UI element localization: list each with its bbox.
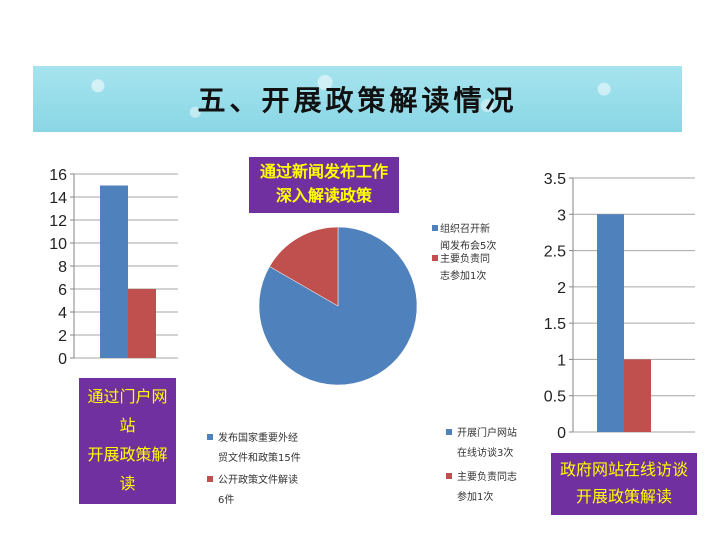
caption-line: 通过门户网 [87, 387, 168, 406]
page-title: 五、开展政策解读情况 [197, 84, 518, 117]
legend-label: 闻发布会5次 [440, 239, 496, 252]
bar [100, 185, 128, 358]
y-tick-label: 2.5 [544, 244, 566, 261]
legend-swatch [432, 225, 438, 231]
legend-label: 志参加1次 [440, 269, 486, 282]
y-tick-label: 16 [49, 167, 67, 184]
legend-label: 开展门户网站 [457, 426, 517, 439]
y-tick-label: 3.5 [544, 171, 566, 188]
legend-label: 6件 [218, 494, 234, 506]
y-tick-label: 0 [58, 351, 67, 368]
bar [597, 214, 624, 432]
legend-label: 贸文件和政策15件 [218, 451, 301, 464]
pie-slice [269, 226, 339, 307]
caption-line: 读 [119, 474, 136, 493]
y-tick-label: 3 [557, 207, 566, 224]
caption-line: 站 [119, 416, 136, 435]
caption-line: 通过新闻发布工作 [259, 162, 388, 181]
caption-line: 深入解读政策 [275, 186, 372, 205]
y-tick-label: 8 [58, 259, 67, 276]
y-tick-label: 10 [49, 236, 67, 253]
legend-swatch [207, 434, 213, 440]
y-tick-label: 1 [557, 352, 566, 369]
title-banner: 五、开展政策解读情况 [33, 66, 682, 132]
y-tick-label: 1.5 [544, 316, 566, 333]
legend-label: 主要负责同志 [457, 470, 517, 483]
legend-label: 发布国家重要外经 [218, 431, 298, 444]
y-tick-label: 2 [58, 328, 67, 345]
y-tick-label: 2 [557, 280, 566, 297]
bar [624, 359, 651, 432]
legend-swatch [432, 255, 438, 261]
legend-label: 在线访谈3次 [457, 446, 513, 459]
legend-swatch [446, 429, 452, 435]
legend-label: 公开政策文件解读 [218, 473, 298, 486]
caption-line: 政府网站在线访谈 [559, 460, 688, 479]
legend-label: 组织召开新 [440, 222, 490, 235]
y-tick-label: 0 [557, 425, 566, 442]
legend-swatch [446, 473, 452, 479]
bar-chart-2-caption: 政府网站在线访谈 开展政策解读 [551, 453, 697, 515]
legend-swatch [207, 476, 213, 482]
bar-chart-1-caption: 通过门户网 站 开展政策解 读 [79, 378, 176, 504]
y-tick-label: 6 [58, 282, 67, 299]
legend-label: 参加1次 [457, 490, 493, 503]
bar [128, 289, 156, 358]
y-tick-label: 14 [49, 190, 67, 207]
caption-line: 开展政策解读 [575, 487, 672, 506]
y-tick-label: 12 [49, 213, 67, 230]
legend-label: 主要负责同 [440, 252, 490, 265]
y-tick-label: 4 [58, 305, 67, 322]
y-tick-label: 0.5 [544, 389, 566, 406]
caption-line: 开展政策解 [87, 445, 168, 464]
pie-chart-caption: 通过新闻发布工作 深入解读政策 [249, 157, 399, 213]
